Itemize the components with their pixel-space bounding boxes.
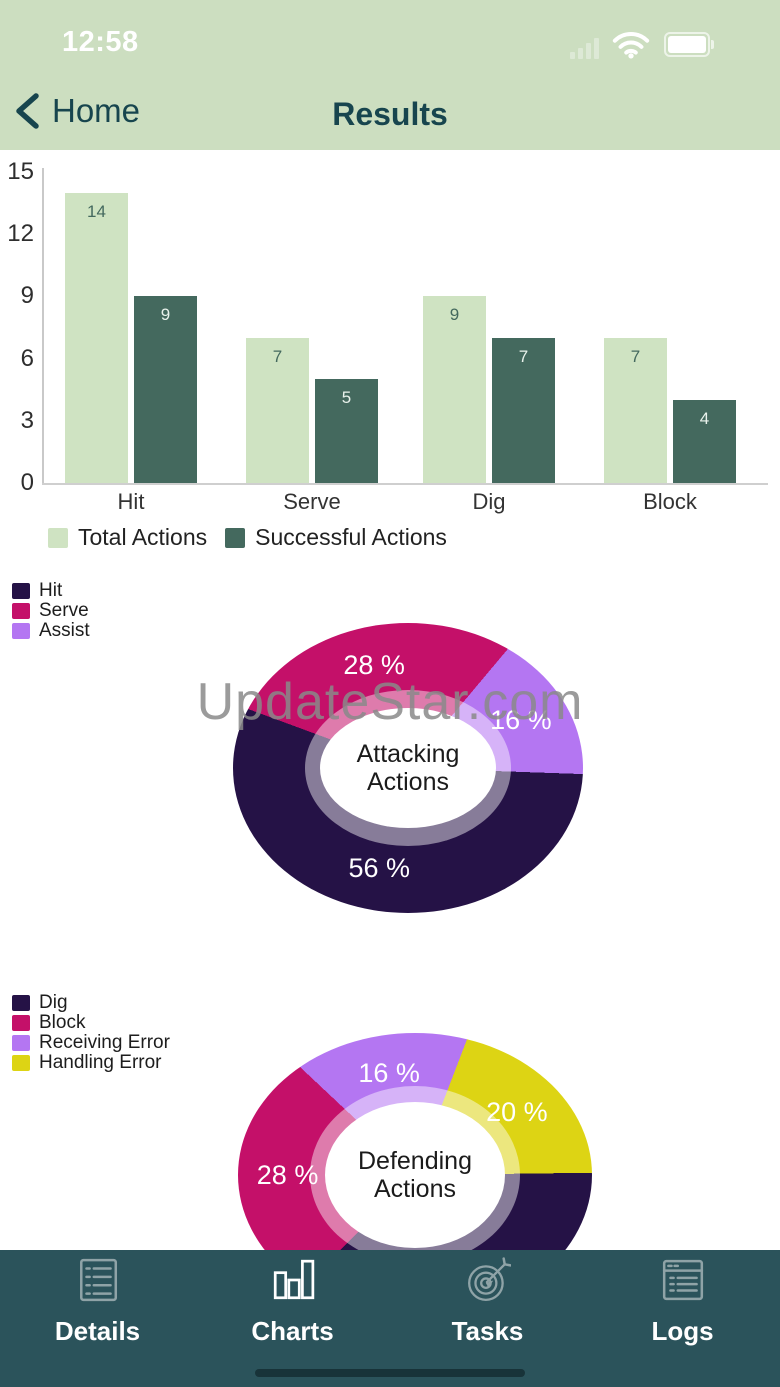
legend-label: Block — [39, 1012, 86, 1033]
tab-item-details[interactable]: Details — [0, 1250, 195, 1387]
pie-slice-label: 20 % — [486, 1096, 548, 1127]
cellular-icon — [570, 38, 599, 59]
category-label: Hit — [117, 489, 145, 514]
bar-value-label: 9 — [449, 305, 460, 325]
tab-label: Charts — [251, 1316, 334, 1346]
bar-dig-total: 9 — [423, 296, 486, 483]
legend-swatch — [12, 583, 30, 599]
legend-label: Assist — [39, 620, 90, 641]
battery-icon — [664, 32, 714, 57]
tab-bar-items: Details Charts Tasks Logs — [0, 1250, 780, 1387]
legend-swatch — [12, 623, 30, 639]
legend-label: Successful Actions — [255, 524, 447, 550]
battery-tip — [711, 40, 714, 49]
tab-label: Logs — [651, 1316, 714, 1346]
bar-block-successful: 4 — [673, 400, 736, 483]
legend-swatch — [48, 527, 68, 548]
legend-swatch — [12, 995, 30, 1011]
home-indicator-bar[interactable] — [255, 1369, 525, 1377]
legend-label: Total Actions — [78, 524, 208, 550]
header: 12:58 — [0, 0, 780, 150]
y-axis-tick-label: 15 — [7, 158, 34, 186]
watermark: UpdateStar.com — [196, 673, 584, 731]
x-axis-line — [42, 483, 768, 485]
tab-bar: Details Charts Tasks Logs — [0, 1250, 780, 1387]
legend-label: Dig — [39, 992, 68, 1013]
bar-chart-legend: Total Actions Successful Actions — [48, 524, 447, 551]
bar-hit-successful: 9 — [134, 296, 197, 483]
defending-pie-legend: Dig Block Receiving Error Handling Error — [12, 992, 170, 1073]
legend-item: Total Actions — [48, 524, 207, 551]
bar-dig-successful: 7 — [492, 337, 555, 483]
tab-item-tasks[interactable]: Tasks — [390, 1250, 585, 1387]
bar-value-label: 9 — [160, 305, 171, 325]
legend-item: Serve — [12, 600, 90, 621]
back-chevron-icon — [16, 93, 39, 129]
y-axis-tick-label: 3 — [20, 406, 34, 434]
legend-item: Assist — [12, 620, 90, 641]
tab-item-logs[interactable]: Logs — [585, 1250, 780, 1387]
tab-label: Tasks — [451, 1316, 524, 1346]
pie-slice-label: 56 % — [348, 852, 410, 883]
y-axis-tick-label: 9 — [20, 282, 34, 310]
back-button[interactable]: Home — [14, 92, 140, 130]
legend-label: Serve — [39, 600, 89, 621]
donut-inner-ring — [310, 1086, 520, 1264]
category-label: Block — [643, 489, 697, 514]
legend-item: Block — [12, 1012, 170, 1033]
charts-icon — [269, 1256, 317, 1304]
legend-label: Hit — [39, 580, 63, 601]
tasks-icon — [464, 1256, 512, 1304]
legend-item: Successful Actions — [225, 524, 447, 551]
legend-swatch — [12, 1035, 30, 1051]
legend-label: Receiving Error — [39, 1032, 170, 1053]
pie-center-title: Defending Actions — [358, 1147, 472, 1203]
bar-hit-total: 14 — [65, 192, 128, 483]
y-axis-tick-label: 0 — [20, 469, 34, 496]
legend-item: Receiving Error — [12, 1032, 170, 1053]
pie-slice-label: 16 % — [358, 1057, 420, 1088]
donut-ring — [233, 622, 583, 914]
tab-label: Details — [54, 1316, 141, 1346]
bar-serve-successful: 5 — [315, 379, 378, 483]
logs-icon — [659, 1256, 707, 1304]
wifi-icon — [612, 32, 650, 59]
bar-value-label: 7 — [630, 346, 641, 366]
legend-swatch — [12, 603, 30, 619]
y-axis-line — [42, 168, 44, 483]
page-title: Results — [332, 96, 448, 132]
bar-value-label: 7 — [518, 346, 529, 366]
back-label: Home — [52, 92, 141, 129]
bar-value-label: 5 — [341, 388, 352, 408]
bar-value-label: 4 — [699, 409, 710, 429]
legend-item: Hit — [12, 580, 90, 601]
legend-swatch — [12, 1055, 30, 1071]
legend-item: Handling Error — [12, 1052, 170, 1073]
pie-slice-label: 28 % — [256, 1159, 319, 1190]
donut-hole: Defending Actions — [325, 1102, 505, 1248]
category-label: Dig — [472, 489, 506, 514]
bar-block-total: 7 — [604, 337, 667, 483]
bar-serve-total: 7 — [246, 337, 309, 483]
bar-value-label: 14 — [87, 201, 106, 221]
details-icon — [74, 1256, 122, 1304]
category-label: Serve — [283, 489, 341, 514]
status-time: 12:58 — [62, 26, 139, 58]
legend-swatch — [12, 1015, 30, 1031]
y-axis-tick-label: 12 — [7, 220, 34, 248]
tab-item-charts[interactable]: Charts — [195, 1250, 390, 1387]
y-axis-tick-label: 6 — [20, 344, 34, 372]
bar-value-label: 7 — [272, 346, 283, 366]
legend-swatch — [225, 527, 246, 548]
legend-label: Handling Error — [39, 1052, 162, 1073]
battery-fill — [668, 36, 706, 53]
pie-center-title: Attacking Actions — [356, 740, 460, 796]
legend-item: Dig — [12, 992, 170, 1013]
attacking-pie-legend: Hit Serve Assist — [12, 580, 90, 641]
